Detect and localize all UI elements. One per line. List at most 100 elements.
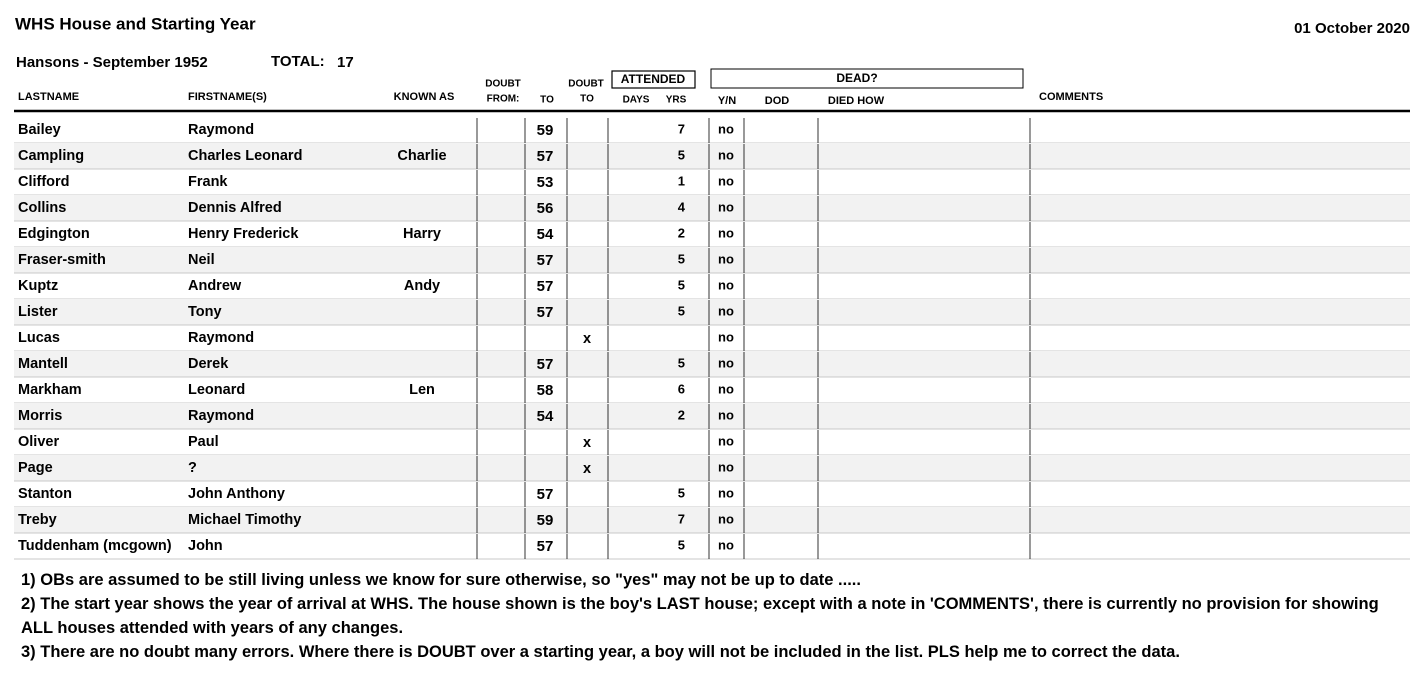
header: DEAD?: [836, 71, 877, 85]
cell: Henry Frederick: [188, 226, 299, 242]
cell: Derek: [188, 356, 229, 372]
cell: Paul: [188, 434, 219, 450]
cell: Morris: [18, 408, 62, 424]
page: {"header": {"title": "WHS House and Star…: [14, 14, 1410, 661]
cell: no: [718, 251, 734, 266]
cell: no: [718, 355, 734, 370]
attended-box: [611, 70, 696, 89]
cell: 5: [678, 147, 685, 162]
cell: no: [718, 537, 734, 552]
cell: 57: [537, 486, 554, 503]
header: Y/N: [718, 95, 736, 107]
cell: Andy: [404, 278, 440, 294]
cell: x: [583, 435, 591, 451]
cell: x: [583, 331, 591, 347]
cell: Neil: [188, 252, 215, 268]
cell: no: [718, 485, 734, 500]
header: FROM:: [487, 94, 520, 105]
header: KNOWN AS: [394, 91, 455, 103]
cell: 6: [678, 381, 685, 396]
header: DOUBT: [485, 79, 521, 90]
cell: no: [718, 277, 734, 292]
cell: no: [718, 407, 734, 422]
cell: Clifford: [18, 174, 70, 190]
cell: Lucas: [18, 330, 60, 346]
cell: 5: [678, 251, 685, 266]
header: TO: [540, 95, 554, 106]
header: ATTENDED: [621, 72, 686, 86]
row-shade: [14, 247, 1410, 273]
cell: 59: [537, 122, 554, 139]
cell: 1: [678, 173, 685, 188]
cell: 54: [537, 226, 554, 243]
cell: Harry: [403, 226, 441, 242]
cell: no: [718, 121, 734, 136]
cell: 54: [537, 408, 554, 425]
cell: 57: [537, 356, 554, 373]
cell: no: [718, 329, 734, 344]
header: TO: [580, 94, 594, 105]
dead-box: [710, 68, 1024, 89]
cell: Fraser-smith: [18, 252, 106, 268]
cell: Tuddenham (mcgown): [18, 538, 172, 554]
cell: Dennis Alfred: [188, 200, 282, 216]
cell: Raymond: [188, 408, 254, 424]
cell: no: [718, 381, 734, 396]
cell: no: [718, 147, 734, 162]
cell: Page: [18, 460, 53, 476]
cell: 5: [678, 485, 685, 500]
cell: Andrew: [188, 278, 242, 294]
cell: Charles Leonard: [188, 148, 302, 164]
cell: no: [718, 511, 734, 526]
note: 3) There are no doubt many errors. Where…: [21, 643, 1180, 661]
row-shade: [14, 195, 1410, 221]
cell: Lister: [18, 304, 58, 320]
cell: Raymond: [188, 122, 254, 138]
cell: Tony: [188, 304, 222, 320]
cell: ?: [188, 460, 197, 476]
header: FIRSTNAME(S): [188, 91, 267, 103]
cell: Bailey: [18, 122, 61, 138]
cell: Collins: [18, 200, 66, 216]
cell: no: [718, 303, 734, 318]
row-shade: [14, 403, 1410, 429]
header: YRS: [666, 95, 687, 106]
header: DIED HOW: [828, 95, 885, 107]
row-shade: [14, 455, 1410, 481]
cell: Treby: [18, 512, 57, 528]
cell: 57: [537, 304, 554, 321]
cell: 5: [678, 277, 685, 292]
cell: Michael Timothy: [188, 512, 301, 528]
cell: Kuptz: [18, 278, 58, 294]
sheet: WHS House and Starting Year 01 October 2…: [14, 14, 1410, 560]
cell: 2: [678, 407, 685, 422]
note: 2) The start year shows the year of arri…: [21, 595, 1379, 637]
cell: 57: [537, 252, 554, 269]
total-label: TOTAL:: [271, 53, 325, 70]
cell: Raymond: [188, 330, 254, 346]
row-shade: [14, 507, 1410, 533]
total: 17: [337, 54, 354, 71]
cell: 57: [537, 538, 554, 555]
cell: 7: [678, 511, 685, 526]
cell: 5: [678, 303, 685, 318]
cell: Charlie: [397, 148, 446, 164]
cell: Mantell: [18, 356, 68, 372]
title: WHS House and Starting Year: [15, 14, 256, 33]
cell: x: [583, 461, 591, 477]
cell: Leonard: [188, 382, 245, 398]
cell: Edgington: [18, 226, 90, 242]
cell: 5: [678, 355, 685, 370]
cell: Stanton: [18, 486, 72, 502]
cell: 2: [678, 225, 685, 240]
cell: no: [718, 225, 734, 240]
rows: Bailey Raymond 59 7 no Campling Charles Leonar…: [14, 118, 1410, 560]
header: LASTNAME: [18, 91, 79, 103]
row-shade: [14, 143, 1410, 169]
cell: 5: [678, 537, 685, 552]
note: 1) OBs are assumed to be still living un…: [21, 571, 861, 589]
cell: 56: [537, 200, 554, 217]
subtitle: Hansons - September 1952: [16, 54, 208, 71]
header: DOD: [765, 95, 790, 107]
cell: no: [718, 199, 734, 214]
